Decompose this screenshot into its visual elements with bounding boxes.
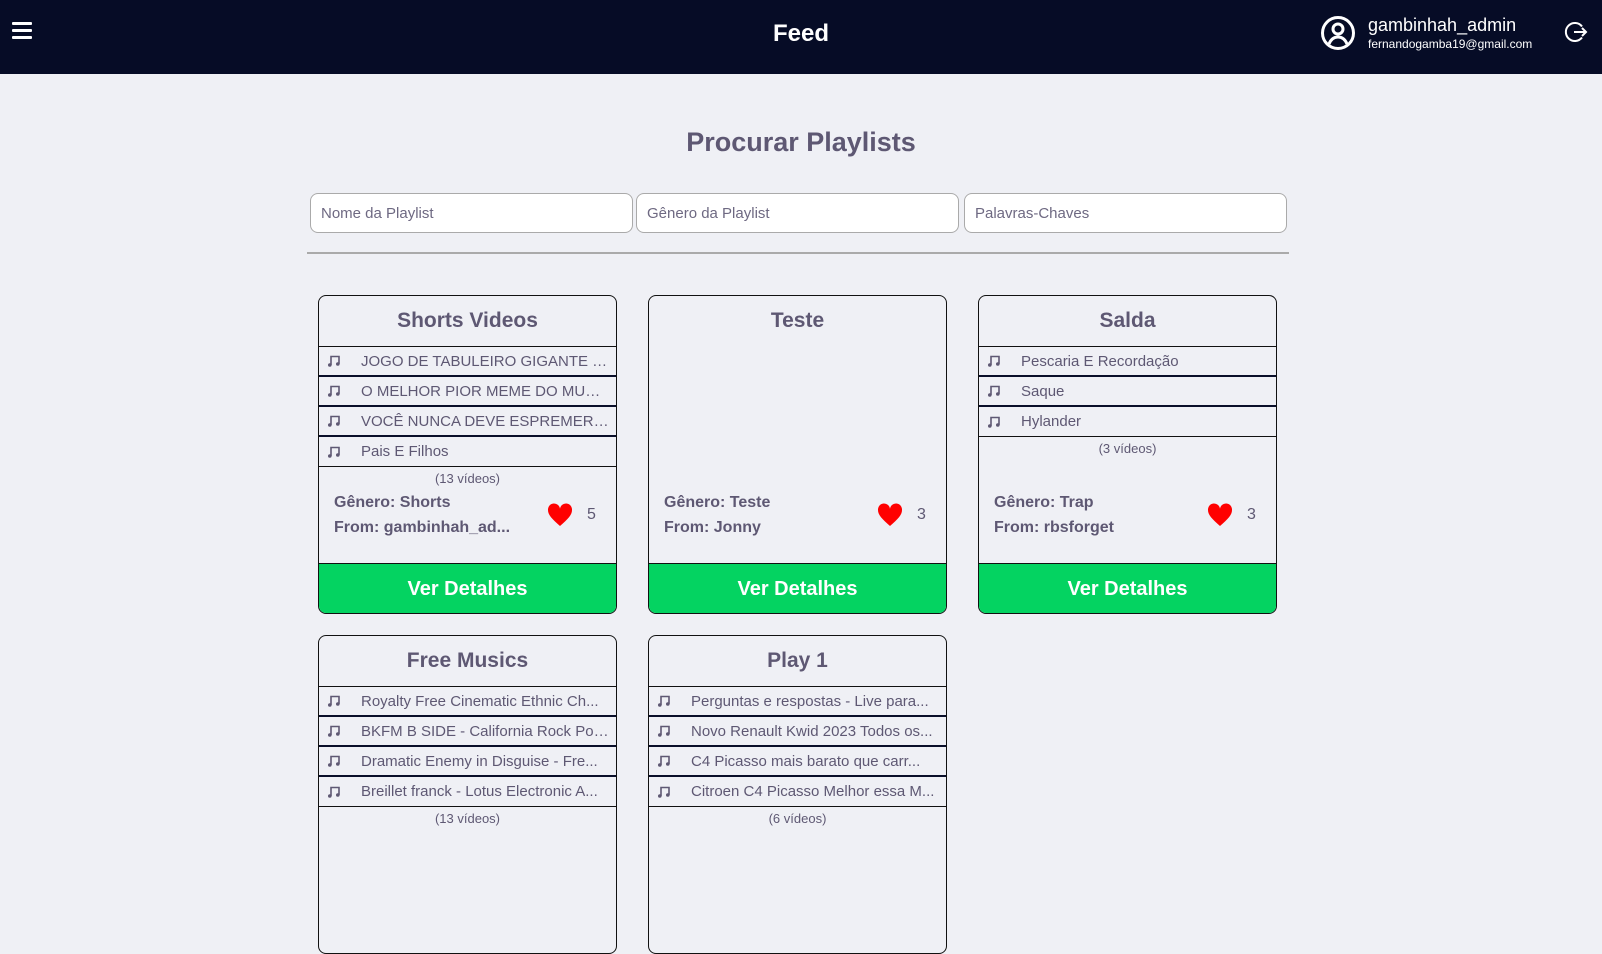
video-list: JOGO DE TABULEIRO GIGANTE EM F... O MELHO… (319, 347, 616, 467)
video-item[interactable]: O MELHOR PIOR MEME DO MUNDO! ... (319, 377, 616, 407)
view-details-button[interactable]: Ver Detalhes (649, 563, 946, 613)
music-note-icon (988, 355, 1000, 367)
music-note-icon (328, 786, 340, 798)
playlist-genre-input[interactable] (636, 193, 959, 233)
video-item[interactable]: Royalty Free Cinematic Ethnic Ch... (319, 687, 616, 717)
music-note-icon (328, 355, 340, 367)
video-title: Royalty Free Cinematic Ethnic Ch... (361, 692, 599, 710)
user-email: fernandogamba19@gmail.com (1368, 37, 1533, 51)
playlist-genre: Gênero: Teste (664, 494, 771, 511)
video-title: Perguntas e respostas - Live para... (691, 692, 929, 710)
video-count: (13 vídeos) (434, 811, 501, 826)
playlist-info: Gênero: Teste From: Jonny 3 (649, 487, 946, 563)
video-item[interactable]: Pais E Filhos (319, 437, 616, 467)
heart-icon[interactable] (547, 503, 573, 527)
video-item[interactable]: VOCÊ NUNCA DEVE ESPREMER UMA... (319, 407, 616, 437)
music-note-icon (328, 415, 340, 427)
music-note-icon (328, 446, 340, 458)
user-avatar-icon[interactable] (1320, 15, 1356, 51)
view-details-button[interactable]: Ver Detalhes (979, 563, 1276, 613)
username: gambinhah_admin (1368, 15, 1517, 35)
video-item[interactable]: C4 Picasso mais barato que carr... (649, 747, 946, 777)
playlist-owner: From: Jonny (664, 519, 761, 536)
like-count: 5 (587, 506, 596, 523)
video-list: Pescaria E Recordação Saque Hylander (979, 347, 1276, 437)
video-list: Perguntas e respostas - Live para... Novo… (649, 687, 946, 807)
view-details-button[interactable]: Ver Detalhes (319, 563, 616, 613)
video-item[interactable]: BKFM B SIDE - California Rock Pop ... (319, 717, 616, 747)
video-item[interactable]: Perguntas e respostas - Live para... (649, 687, 946, 717)
video-item[interactable]: Saque (979, 377, 1276, 407)
playlist-title: Salda (979, 296, 1276, 347)
playlist-card: Salda Pescaria E Recordação Saque Hylander (… (978, 295, 1277, 614)
video-title: BKFM B SIDE - California Rock Pop ... (361, 722, 611, 740)
like-count: 3 (1247, 506, 1256, 523)
playlist-genre: Gênero: Shorts (334, 494, 451, 511)
divider (307, 252, 1289, 254)
video-title: C4 Picasso mais barato que carr... (691, 752, 921, 770)
playlist-info: Gênero: Trap From: rbsforget 3 (979, 487, 1276, 563)
video-item[interactable]: JOGO DE TABULEIRO GIGANTE EM F... (319, 347, 616, 377)
video-title: Pescaria E Recordação (1021, 352, 1179, 370)
video-title: Dramatic Enemy in Disguise - Fre... (361, 752, 598, 770)
keywords-input[interactable] (964, 193, 1287, 233)
music-note-icon (658, 786, 670, 798)
video-item[interactable]: Pescaria E Recordação (979, 347, 1276, 377)
playlist-card: Shorts Videos JOGO DE TABULEIRO GIGANTE E… (318, 295, 617, 614)
music-note-icon (658, 725, 670, 737)
video-count: (3 vídeos) (1098, 441, 1157, 456)
video-title: Citroen C4 Picasso Melhor essa M... (691, 783, 935, 800)
playlist-owner: From: gambinhah_ad... (334, 519, 511, 536)
music-note-icon (988, 416, 1000, 428)
video-title: Pais E Filhos (361, 443, 449, 460)
video-title: VOCÊ NUNCA DEVE ESPREMER UMA... (361, 412, 611, 430)
top-navbar: Feed gambinhah_admin fernandogamba19@gma… (0, 0, 1602, 74)
heart-icon[interactable] (1207, 503, 1233, 527)
music-note-icon (658, 695, 670, 707)
logout-icon[interactable] (1564, 20, 1588, 44)
music-note-icon (658, 755, 670, 767)
heart-icon[interactable] (877, 503, 903, 527)
search-title: Procurar Playlists (686, 127, 916, 157)
video-title: Breillet franck - Lotus Electronic A... (361, 783, 598, 800)
video-title: Saque (1021, 382, 1065, 400)
playlist-card: Teste Gênero: Teste From: Jonny 3 Ver Detal… (648, 295, 947, 614)
playlist-title: Teste (770, 309, 825, 332)
video-title: Novo Renault Kwid 2023 Todos os... (691, 722, 933, 740)
playlist-genre: Gênero: Trap (994, 494, 1094, 511)
like-count: 3 (917, 506, 926, 523)
playlist-name-input[interactable] (310, 193, 633, 233)
music-note-icon (328, 695, 340, 707)
playlist-owner: From: rbsforget (994, 519, 1114, 536)
playlist-card: Free Musics Royalty Free Cinematic Ethnic… (318, 635, 617, 954)
playlist-title: Shorts Videos (319, 296, 616, 347)
music-note-icon (328, 755, 340, 767)
video-title: O MELHOR PIOR MEME DO MUNDO! ... (361, 382, 611, 400)
user-info: gambinhah_admin fernandogamba19@gmail.co… (1320, 14, 1532, 52)
video-count: (6 vídeos) (768, 811, 827, 826)
video-item[interactable]: Citroen C4 Picasso Melhor essa M... (649, 777, 946, 807)
video-title: Hylander (1021, 413, 1082, 430)
playlist-card: Play 1 Perguntas e respostas - Live para.… (648, 635, 947, 954)
video-title: JOGO DE TABULEIRO GIGANTE EM F... (361, 352, 611, 370)
playlist-info: Gênero: Shorts From: gambinhah_ad... 5 (319, 487, 616, 563)
video-item[interactable]: Hylander (979, 407, 1276, 437)
video-count: (13 vídeos) (434, 471, 501, 486)
music-note-icon (988, 385, 1000, 397)
video-item[interactable]: Breillet franck - Lotus Electronic A... (319, 777, 616, 807)
video-item[interactable]: Novo Renault Kwid 2023 Todos os... (649, 717, 946, 747)
music-note-icon (328, 385, 340, 397)
video-item[interactable]: Dramatic Enemy in Disguise - Fre... (319, 747, 616, 777)
video-list: Royalty Free Cinematic Ethnic Ch... BKFM … (319, 687, 616, 807)
menu-icon[interactable] (12, 22, 32, 40)
playlist-title: Free Musics (319, 636, 616, 687)
music-note-icon (328, 725, 340, 737)
playlist-title: Play 1 (649, 636, 946, 687)
